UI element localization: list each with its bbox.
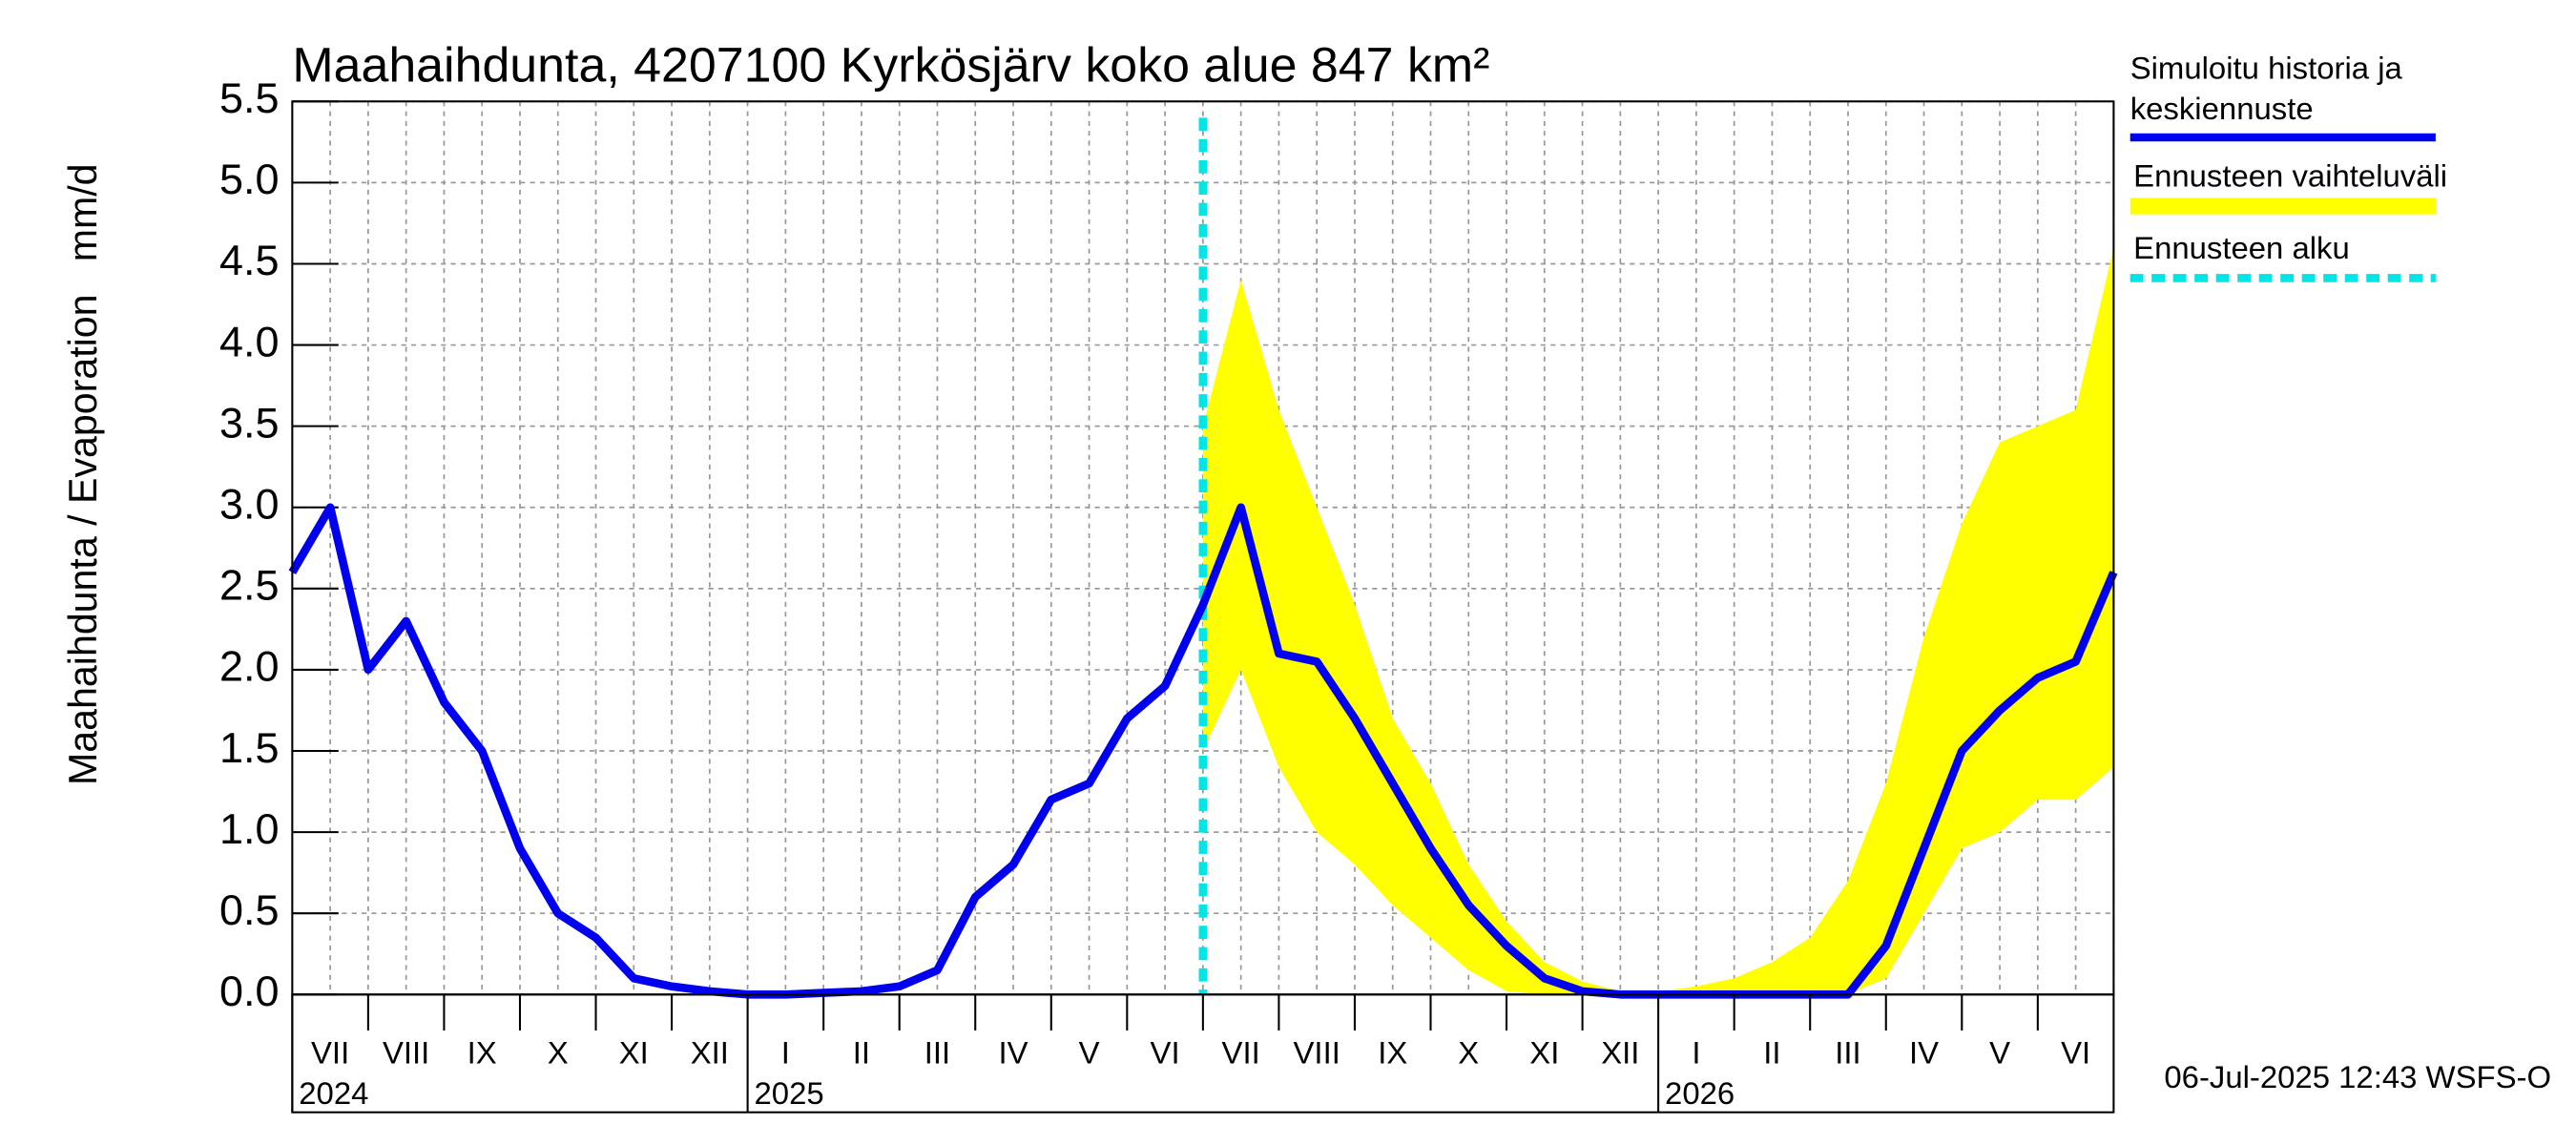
y-tick-label: 2.0 (219, 643, 280, 691)
x-tick-label: III (1835, 1034, 1860, 1070)
x-tick-label: X (548, 1034, 569, 1070)
y-tick-label: 5.5 (219, 74, 280, 122)
x-tick-label: IX (467, 1034, 497, 1070)
forecast-range-band (1202, 247, 2114, 995)
x-tick-label: IX (1378, 1034, 1407, 1070)
chart-title: Maahaihdunta, 4207100 Kyrkösjärv koko al… (292, 37, 1489, 93)
footer: 06-Jul-2025 12:43 WSFS-O (2164, 1059, 2551, 1094)
x-tick-label: XII (691, 1034, 729, 1070)
y-tick-label: 2.5 (219, 562, 280, 610)
y-tick-label: 0.5 (219, 886, 280, 934)
legend-label: Ennusteen vaihteluväli (2133, 158, 2447, 194)
y-axis-label: Maahaihdunta / Evaporation (61, 294, 105, 784)
x-tick-label: IV (1909, 1034, 1939, 1070)
y-tick-label: 3.5 (219, 400, 280, 448)
x-tick-label: X (1458, 1034, 1479, 1070)
y-axis-unit: mm/d (61, 163, 105, 261)
x-tick-label: VI (2061, 1034, 2090, 1070)
x-tick-label: VIII (383, 1034, 429, 1070)
x-tick-label: VII (311, 1034, 349, 1070)
x-tick-label: XI (1529, 1034, 1559, 1070)
x-tick-label: V (1079, 1034, 1100, 1070)
x-tick-label: XII (1601, 1034, 1639, 1070)
y-tick-label: 1.5 (219, 724, 280, 772)
x-tick-label: IV (998, 1034, 1028, 1070)
x-tick-label: XI (619, 1034, 649, 1070)
y-tick-label: 0.0 (219, 968, 280, 1015)
x-tick-label: I (781, 1034, 790, 1070)
legend-label: Simuloitu historia ja keskiennuste (2129, 52, 2402, 128)
y-tick-label: 4.5 (219, 237, 280, 284)
x-tick-label: I (1692, 1034, 1700, 1070)
y-tick-label: 1.0 (219, 805, 280, 853)
legend-label-wrap: Simuloitu historia ja keskiennuste (2129, 52, 2402, 128)
year-label: 2024 (299, 1075, 368, 1111)
y-tick-label: 3.0 (219, 481, 280, 529)
x-tick-label: VIII (1294, 1034, 1340, 1070)
y-tick-label: 4.0 (219, 319, 280, 366)
x-tick-label: V (1989, 1034, 2010, 1070)
year-label: 2025 (755, 1075, 824, 1111)
x-tick-label: II (853, 1034, 870, 1070)
x-tick-label: II (1763, 1034, 1780, 1070)
y-tick-label: 5.0 (219, 156, 280, 203)
x-tick-label: III (924, 1034, 950, 1070)
year-label: 2026 (1665, 1075, 1735, 1111)
x-tick-label: VII (1222, 1034, 1260, 1070)
legend-label: Ennusteen alku (2133, 230, 2350, 265)
x-tick-label: VI (1151, 1034, 1180, 1070)
